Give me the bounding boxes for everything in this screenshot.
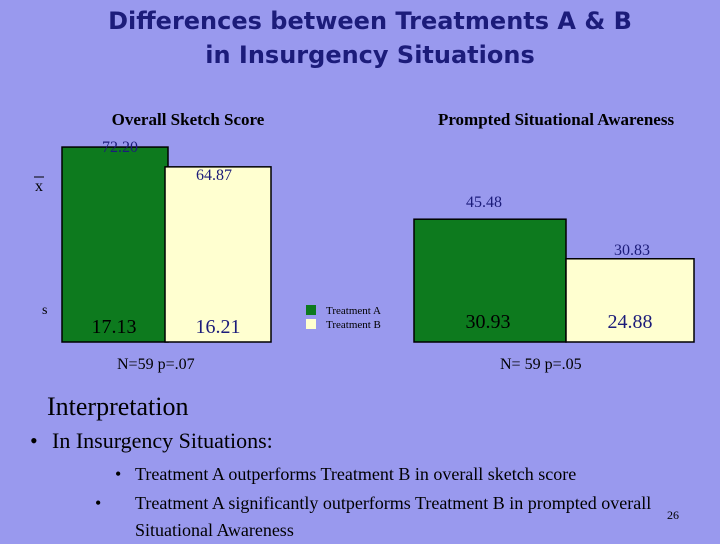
- chart2-bar-treatment-b: [565, 258, 695, 343]
- chart2-value-label-a: 45.48: [466, 194, 502, 211]
- slide-title: Differences between Treatments A & B in …: [0, 4, 720, 72]
- chart2-sd-label-a: 30.93: [466, 311, 511, 333]
- chart2-stat-label: N= 59 p=.05: [500, 356, 582, 373]
- mean-row-label: x: [35, 178, 43, 195]
- title-line-1: Differences between Treatments A & B: [108, 7, 632, 35]
- chart1-value-label-a: 72.20: [102, 139, 138, 156]
- interpretation-heading: Interpretation: [47, 392, 189, 421]
- chart1-value-label-b: 64.87: [196, 167, 232, 184]
- chart2-value-label-b: 30.83: [614, 242, 650, 259]
- chart2-bars: [413, 218, 695, 343]
- interpretation-point-1: • Treatment A outperforms Treatment B in …: [115, 461, 675, 488]
- legend-label-b: Treatment B: [326, 319, 381, 331]
- chart1-bars: [61, 146, 272, 343]
- page-number: 26: [667, 508, 679, 522]
- interpretation-point-1-text: Treatment A outperforms Treatment B in o…: [135, 464, 577, 484]
- bullet-dot: •: [95, 493, 102, 513]
- chart1-sd-label-a: 17.13: [92, 316, 137, 338]
- chart1-bar-treatment-b: [164, 166, 272, 343]
- sd-row-label: s: [42, 303, 47, 318]
- chart1-sd-label-b: 16.21: [196, 316, 241, 338]
- interpretation-bullet: • In Insurgency Situations:: [30, 428, 273, 454]
- interpretation-bullet-text: In Insurgency Situations:: [52, 428, 273, 453]
- chart1-bar-treatment-a: [61, 146, 169, 343]
- chart2-bar-treatment-a: [413, 218, 567, 343]
- legend-swatch-a: [306, 305, 316, 315]
- chart1-title: Overall Sketch Score: [112, 110, 265, 129]
- title-line-2: in Insurgency Situations: [205, 41, 535, 69]
- bullet-dot: •: [30, 428, 38, 453]
- legend-swatch-b: [306, 319, 316, 329]
- bullet-dot: •: [115, 464, 122, 484]
- chart2-sd-label-b: 24.88: [608, 311, 653, 333]
- legend-label-a: Treatment A: [326, 305, 381, 317]
- interpretation-point-2: • Treatment A significantly outperforms T…: [95, 490, 685, 544]
- legend: Treatment A Treatment B: [306, 305, 381, 331]
- interpretation-point-2-text: Treatment A significantly outperforms Tr…: [135, 493, 652, 540]
- chart1-stat-label: N=59 p=.07: [117, 356, 195, 373]
- chart2-title: Prompted Situational Awareness: [438, 110, 675, 129]
